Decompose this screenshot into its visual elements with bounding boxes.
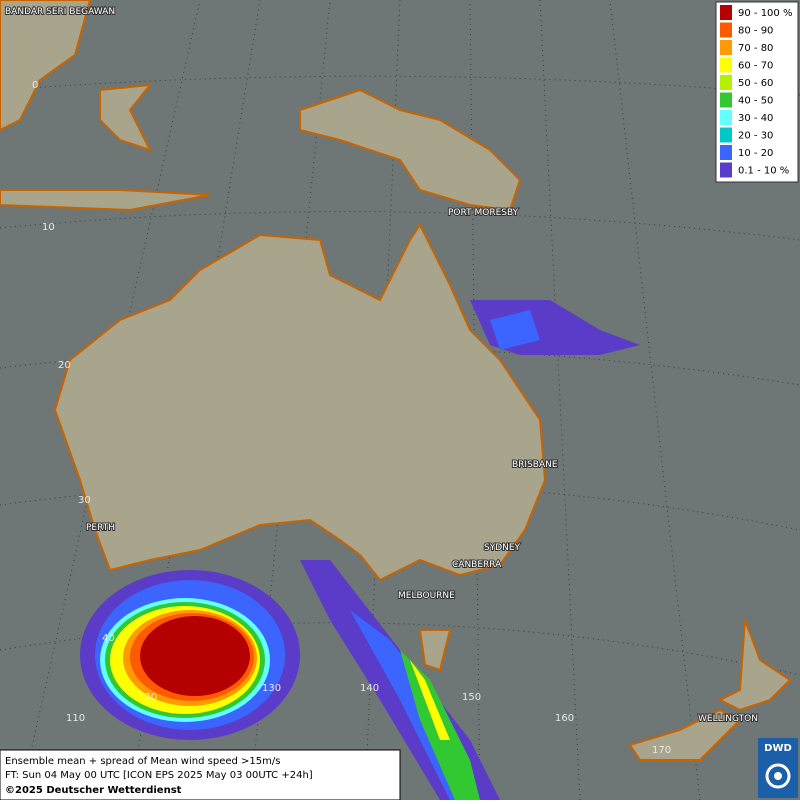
city-label: PERTH <box>86 523 115 533</box>
grid-label: 150 <box>462 692 481 703</box>
legend-label: 10 - 20 <box>738 148 773 159</box>
legend-label: 60 - 70 <box>738 61 773 72</box>
probability-field <box>80 300 640 800</box>
city-label: SYDNEY <box>484 543 521 553</box>
grid-label: 130 <box>262 683 281 694</box>
grid-label: 110 <box>66 713 85 724</box>
legend-label: 50 - 60 <box>738 78 773 89</box>
logo: DWD <box>758 738 798 798</box>
city-label: PORT MORESBY <box>448 208 519 218</box>
grid-label: 20 <box>58 360 71 371</box>
legend-label: 30 - 40 <box>738 113 773 124</box>
footer-line: ©2025 Deutscher Wetterdienst <box>5 785 182 796</box>
city-label: BANDAR SERI BEGAWAN <box>5 7 115 17</box>
grid-label: 10 <box>42 222 55 233</box>
legend-swatch <box>720 145 732 160</box>
grid-label: 30 <box>78 495 91 506</box>
legend-label: 20 - 30 <box>738 131 773 142</box>
footer-line: Ensemble mean + spread of Mean wind spee… <box>5 756 280 767</box>
footer-line: FT: Sun 04 May 00 UTC [ICON EPS 2025 May… <box>5 770 313 781</box>
legend-swatch <box>720 5 732 20</box>
legend-swatch <box>720 75 732 90</box>
grid-label: 170 <box>652 745 671 756</box>
logo-text: DWD <box>764 743 792 754</box>
grid-label: 0 <box>32 80 38 91</box>
legend-swatch <box>720 92 732 108</box>
legend-swatch <box>720 22 732 38</box>
legend-label: 70 - 80 <box>738 43 773 54</box>
legend-label: 80 - 90 <box>738 26 773 37</box>
city-label: CANBERRA <box>452 560 502 570</box>
legend-swatch <box>720 127 732 143</box>
city-label: BRISBANE <box>512 460 558 470</box>
legend-label: 0.1 - 10 % <box>738 166 789 177</box>
city-label: MELBOURNE <box>398 591 455 601</box>
land <box>0 0 792 761</box>
legend-swatch <box>720 110 732 125</box>
grid-label: 140 <box>360 683 379 694</box>
grid-label: 120 <box>138 692 157 703</box>
legend-swatch <box>720 40 732 55</box>
grid-label: 40 <box>102 633 115 644</box>
city-label: WELLINGTON <box>698 714 758 724</box>
legend-swatch <box>720 162 732 178</box>
legend-label: 90 - 100 % <box>738 8 792 19</box>
legend-label: 40 - 50 <box>738 96 773 107</box>
grid-label: 160 <box>555 713 574 724</box>
legend-swatch <box>720 57 732 73</box>
footer: Ensemble mean + spread of Mean wind spee… <box>0 749 401 801</box>
